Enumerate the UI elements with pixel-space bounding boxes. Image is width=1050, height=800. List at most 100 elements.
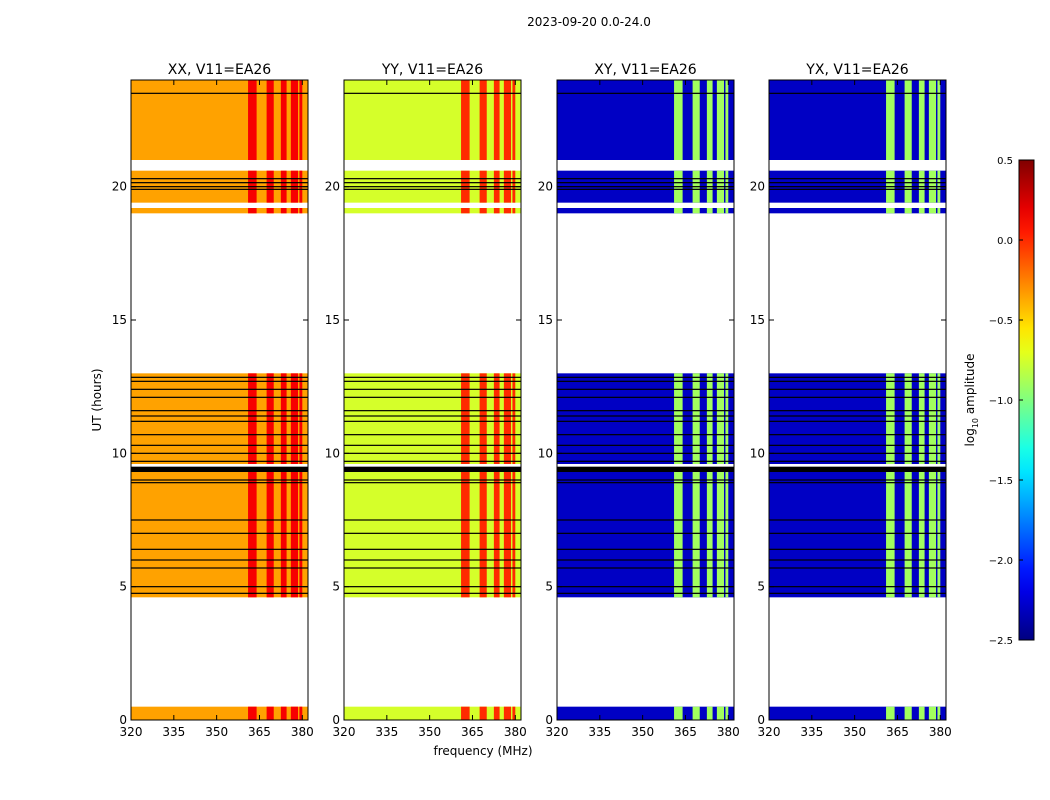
data-block — [557, 373, 734, 464]
flag-line — [557, 532, 734, 534]
y-tick-label: 10 — [325, 446, 340, 460]
flag-line — [131, 388, 308, 390]
rfi-band — [706, 706, 713, 720]
x-tick-label: 365 — [248, 725, 271, 739]
rfi-band — [512, 373, 516, 464]
rfi-band — [706, 80, 713, 160]
y-tick-label: 5 — [119, 580, 127, 594]
panel-title: YY, V11=EA26 — [381, 62, 483, 78]
rfi-band — [479, 208, 487, 214]
flag-line — [131, 396, 308, 398]
flag-line — [769, 396, 946, 398]
y-tick-label: 5 — [757, 580, 765, 594]
y-tick-label: 20 — [538, 180, 553, 194]
rfi-band — [512, 208, 516, 214]
flag-line — [769, 532, 946, 534]
rfi-band — [725, 472, 729, 598]
flag-line — [557, 92, 734, 94]
flag-line — [769, 592, 946, 594]
data-block — [344, 472, 521, 598]
rfi-band — [886, 706, 895, 720]
figure-title: 2023-09-20 0.0-24.0 — [527, 15, 651, 29]
flag-line — [557, 186, 734, 188]
flag-line — [557, 559, 734, 561]
rfi-band — [479, 80, 487, 160]
rfi-band — [248, 706, 257, 720]
rfi-band — [479, 472, 487, 598]
data-block — [344, 706, 521, 720]
rfi-band — [479, 706, 487, 720]
flag-line — [557, 420, 734, 422]
flag-line — [769, 482, 946, 484]
panel-1: YY, V11=EA26 320 335 350 365 380 0 5 10 15 20 — [325, 62, 527, 739]
flag-line — [769, 479, 946, 481]
rfi-band — [266, 373, 274, 464]
flag-line — [769, 519, 946, 521]
flag-line — [557, 415, 734, 417]
flag-line — [131, 592, 308, 594]
rfi-band — [725, 706, 729, 720]
rfi-band — [493, 706, 500, 720]
flag-line — [131, 186, 308, 188]
y-tick-label: 15 — [112, 313, 127, 327]
rfi-band — [928, 472, 937, 598]
panel-title: XX, V11=EA26 — [168, 62, 272, 78]
flag-line — [769, 376, 946, 378]
data-block — [131, 472, 308, 598]
rfi-band — [706, 472, 713, 598]
x-tick-label: 350 — [631, 725, 654, 739]
flag-line — [344, 479, 521, 481]
rfi-band — [725, 373, 729, 464]
colorbar-label: log10 amplitude — [963, 354, 980, 447]
flag-line — [557, 592, 734, 594]
flag-line — [769, 420, 946, 422]
rfi-band — [716, 472, 725, 598]
panel-frame — [768, 79, 947, 721]
x-tick-label: 320 — [546, 725, 569, 739]
flag-line — [344, 592, 521, 594]
rfi-band — [937, 706, 941, 720]
x-tick-label: 320 — [758, 725, 781, 739]
rfi-band — [512, 472, 516, 598]
rfi-band — [918, 208, 925, 214]
flag-line — [769, 388, 946, 390]
flag-line — [344, 92, 521, 94]
rfi-band — [503, 80, 512, 160]
x-tick-label: 320 — [333, 725, 356, 739]
panel-3: YX, V11=EA26 320 335 350 365 380 0 5 10 15 20 — [750, 62, 952, 739]
flag-line — [344, 567, 521, 569]
flag-line — [557, 519, 734, 521]
rfi-band — [248, 472, 257, 598]
rfi-band — [716, 706, 725, 720]
rfi-band — [725, 80, 729, 160]
flag-line — [344, 559, 521, 561]
rfi-band — [716, 80, 725, 160]
flag-line — [557, 479, 734, 481]
flag-line — [769, 434, 946, 436]
x-tick-label: 365 — [886, 725, 909, 739]
x-tick-label: 335 — [588, 725, 611, 739]
rfi-band — [266, 472, 274, 598]
rfi-band — [461, 706, 470, 720]
y-tick-label: 0 — [757, 713, 765, 727]
rfi-band — [886, 472, 895, 598]
rfi-band — [937, 80, 941, 160]
rfi-band — [706, 208, 713, 214]
flag-band — [769, 466, 946, 472]
rfi-band — [266, 80, 274, 160]
colorbar-tick-label: −2.5 — [989, 636, 1013, 647]
x-tick-label: 365 — [461, 725, 484, 739]
flag-line — [344, 452, 521, 454]
rfi-band — [299, 80, 303, 160]
flag-line — [769, 460, 946, 462]
flag-line — [344, 182, 521, 184]
rfi-band — [290, 472, 299, 598]
y-tick-label: 10 — [538, 446, 553, 460]
flag-band — [557, 466, 734, 472]
flag-line — [344, 415, 521, 417]
flag-line — [131, 567, 308, 569]
x-tick-label: 335 — [800, 725, 823, 739]
flag-line — [344, 482, 521, 484]
